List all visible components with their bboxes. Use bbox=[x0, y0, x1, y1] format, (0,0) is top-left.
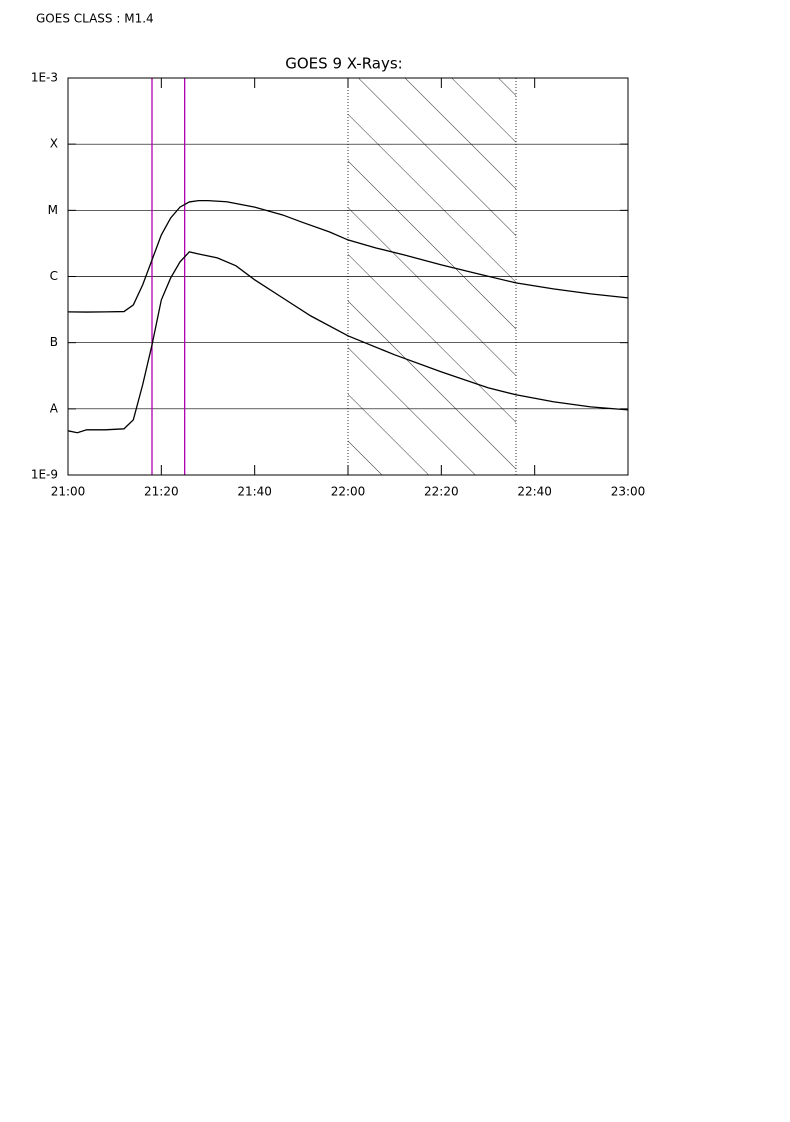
series-line bbox=[68, 251, 628, 434]
y-tick-label: M bbox=[48, 203, 58, 217]
y-tick-label: 1E-3 bbox=[31, 71, 58, 85]
x-tick-label: 21:20 bbox=[144, 485, 179, 499]
y-tick-label: X bbox=[50, 137, 58, 151]
x-tick-label: 22:20 bbox=[424, 485, 459, 499]
x-tick-label: 22:40 bbox=[517, 485, 552, 499]
y-tick-label: B bbox=[50, 335, 58, 349]
y-tick-label: 1E-9 bbox=[31, 468, 58, 482]
x-tick-label: 21:00 bbox=[51, 485, 86, 499]
plot-frame bbox=[67, 77, 629, 476]
x-tick-label: 22:00 bbox=[331, 485, 366, 499]
header-text: GOES CLASS : M1.4 bbox=[36, 12, 154, 26]
y-tick-label: C bbox=[50, 269, 58, 283]
x-tick-label: 21:40 bbox=[237, 485, 272, 499]
series-line bbox=[68, 200, 628, 313]
chart-title: GOES 9 X-Rays: bbox=[285, 55, 402, 73]
y-tick-label: A bbox=[50, 401, 59, 415]
x-tick-label: 23:00 bbox=[611, 485, 646, 499]
